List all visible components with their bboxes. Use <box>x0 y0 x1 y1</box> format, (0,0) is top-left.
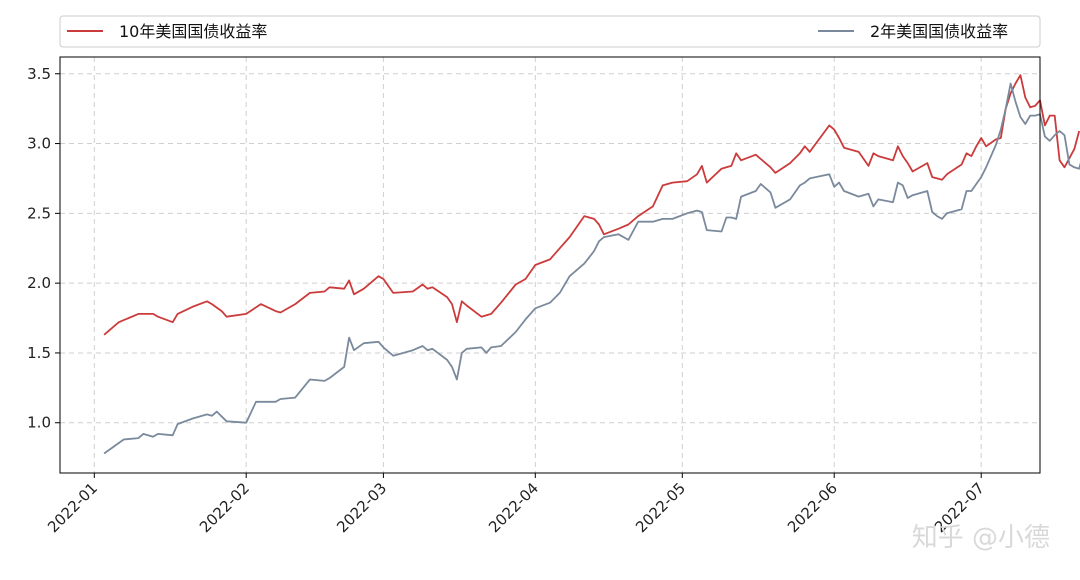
legend-label-10y: 10年美国国债收益率 <box>119 22 267 41</box>
legend-label-2y: 2年美国国债收益率 <box>870 22 1008 41</box>
plot-frame <box>59 56 1041 474</box>
legend: 10年美国国债收益率 2年美国国债收益率 <box>59 15 1041 48</box>
x-axis: 2022-01 2022-02 2022-03 2022-04 2022-05 2022-… <box>44 473 988 536</box>
x-tick-label: 2022-01 <box>44 479 101 536</box>
x-tick-label: 2022-02 <box>196 479 253 536</box>
y-tick-label: 1.5 <box>27 344 51 362</box>
watermark: 知乎 @小德 <box>912 523 1050 553</box>
legend-box <box>59 15 1041 48</box>
y-axis: 1.0 1.5 2.0 2.5 3.0 3.5 <box>27 65 60 432</box>
x-tick-label: 2022-05 <box>632 479 689 536</box>
series-lines <box>103 74 1080 455</box>
series-line-2y <box>103 82 1080 455</box>
x-tick-label: 2022-04 <box>485 479 542 536</box>
x-tick-label: 2022-06 <box>784 479 841 536</box>
y-tick-label: 3.0 <box>27 135 51 153</box>
y-tick-label: 2.5 <box>27 204 51 222</box>
gridlines <box>60 57 1040 473</box>
x-tick-label: 2022-03 <box>333 479 390 536</box>
y-tick-label: 2.0 <box>27 274 51 292</box>
y-tick-label: 3.5 <box>27 65 51 83</box>
series-line-10y <box>103 74 1080 336</box>
y-tick-label: 1.0 <box>27 414 51 432</box>
